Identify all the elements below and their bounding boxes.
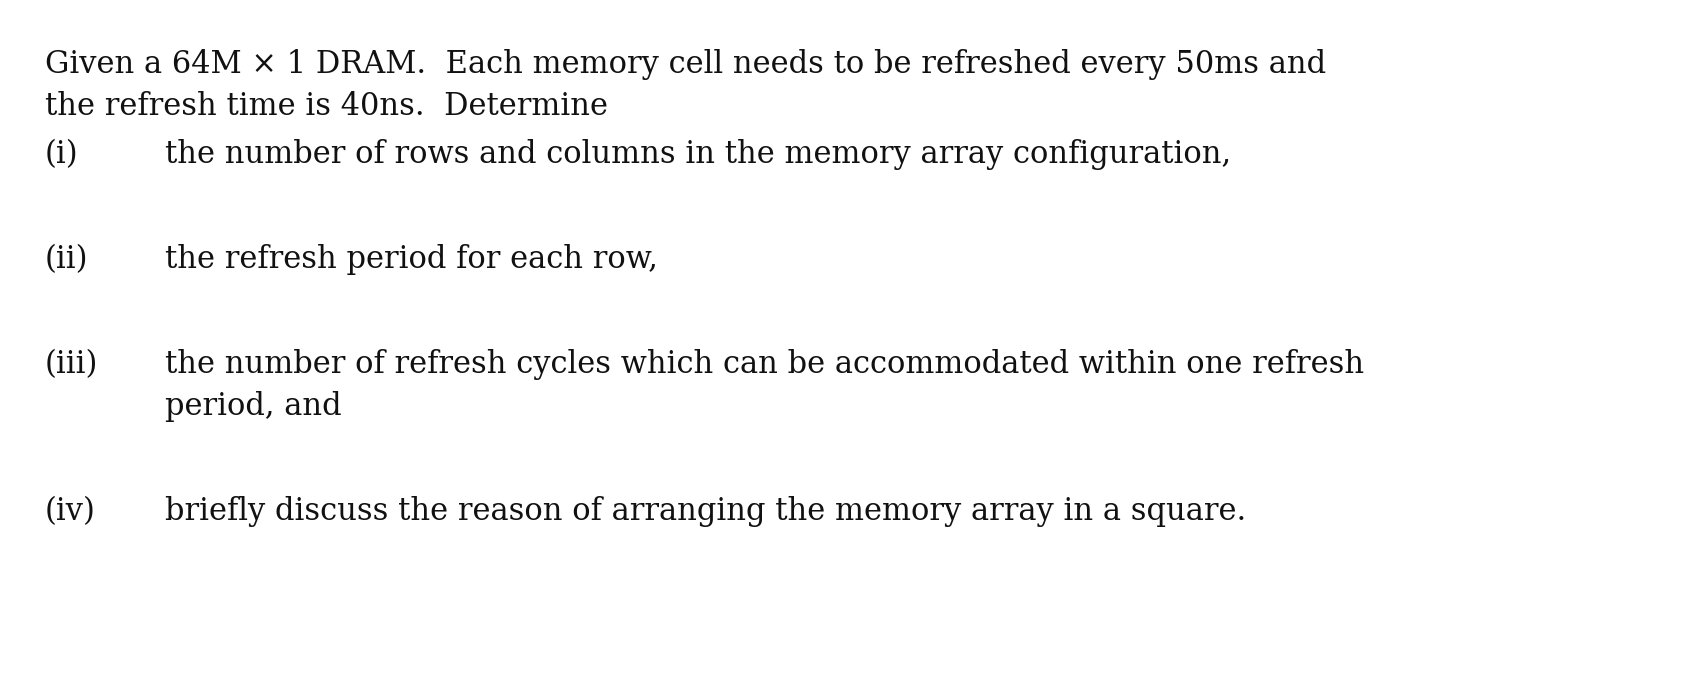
Text: period, and: period, and bbox=[165, 391, 342, 422]
Text: (iii): (iii) bbox=[45, 349, 98, 380]
Text: the refresh time is 40ns.  Determine: the refresh time is 40ns. Determine bbox=[45, 91, 608, 122]
Text: the refresh period for each row,: the refresh period for each row, bbox=[165, 244, 658, 275]
Text: the number of rows and columns in the memory array configuration,: the number of rows and columns in the me… bbox=[165, 139, 1231, 170]
Text: (ii): (ii) bbox=[45, 244, 89, 275]
Text: the number of refresh cycles which can be accommodated within one refresh: the number of refresh cycles which can b… bbox=[165, 349, 1364, 380]
Text: Given a 64M × 1 DRAM.  Each memory cell needs to be refreshed every 50ms and: Given a 64M × 1 DRAM. Each memory cell n… bbox=[45, 49, 1325, 80]
Text: (i): (i) bbox=[45, 139, 79, 170]
Text: briefly discuss the reason of arranging the memory array in a square.: briefly discuss the reason of arranging … bbox=[165, 496, 1246, 527]
Text: (iv): (iv) bbox=[45, 496, 96, 527]
